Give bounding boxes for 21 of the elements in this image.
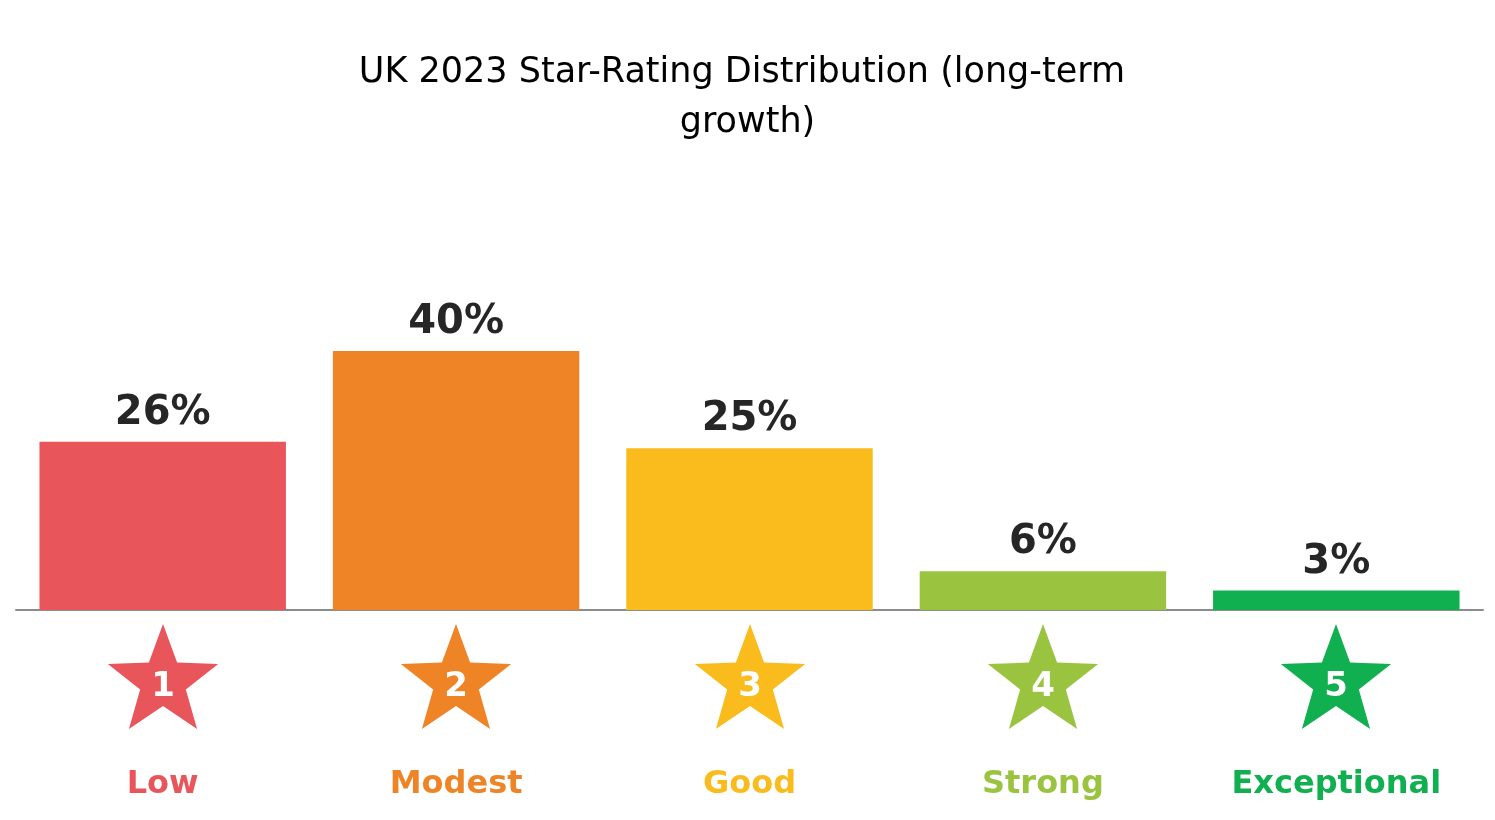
star-icon: 4 — [986, 626, 1099, 726]
star-icon: 1 — [106, 626, 219, 726]
data-label: 40% — [408, 296, 504, 342]
data-label: 6% — [1008, 516, 1077, 563]
bar — [1213, 590, 1460, 610]
x-tick-label: Strong — [982, 763, 1104, 801]
bar — [919, 571, 1167, 610]
star-icon: 3 — [693, 626, 806, 726]
x-tick-label: Low — [126, 763, 199, 801]
data-label: 25% — [701, 393, 798, 440]
x-tick-label: Modest — [389, 763, 523, 801]
data-label: 26% — [114, 386, 211, 433]
bar — [626, 448, 873, 610]
x-tick-label: Exceptional — [1231, 763, 1442, 801]
bar — [39, 441, 286, 610]
data-label: 3% — [1302, 535, 1371, 582]
star-icon: 2 — [400, 626, 513, 726]
chart-title: UK 2023 Star-Rating Distribution (long-term growth) — [358, 50, 1137, 140]
x-tick-label: Good — [702, 763, 797, 801]
star-icon: 5 — [1280, 626, 1393, 726]
bar — [332, 351, 580, 610]
